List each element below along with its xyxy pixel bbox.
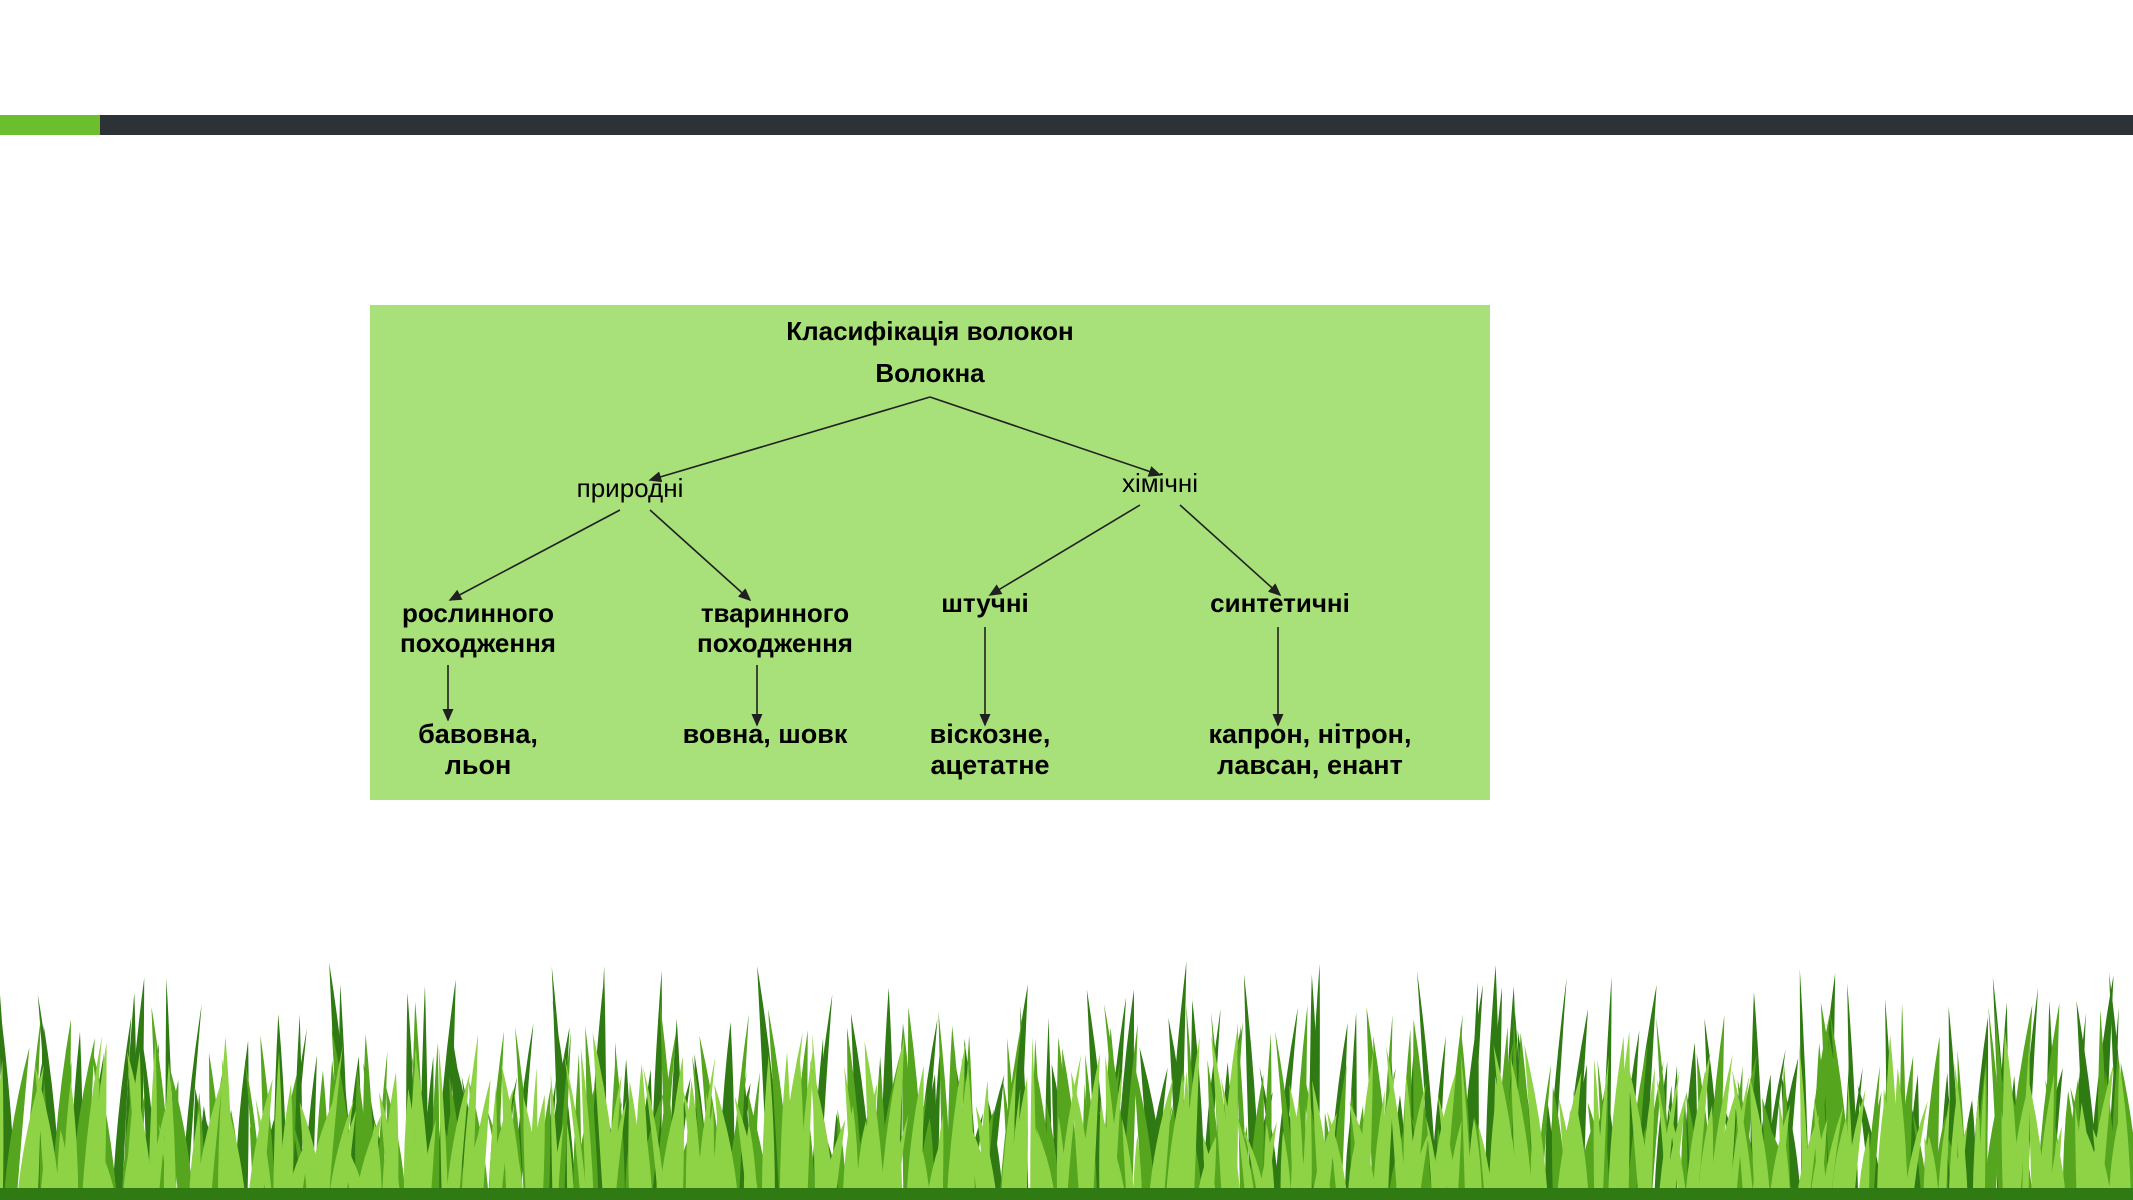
node-animal-examples: вовна, шовк: [645, 719, 885, 750]
top-accent-segment: [0, 115, 100, 135]
fiber-classification-diagram: Класифікація волокон Волокна природні хі…: [370, 305, 1490, 800]
node-artificial-examples: віскозне, ацетатне: [880, 719, 1100, 781]
node-plant-examples: бавовна, льон: [368, 719, 588, 781]
node-synthetic-examples: капрон, нітрон, лавсан, енант: [1170, 719, 1450, 781]
node-natural: природні: [530, 474, 730, 504]
top-dark-segment: [100, 115, 2133, 135]
node-plant: рослинного походження: [363, 599, 593, 659]
node-animal: тваринного походження: [660, 599, 890, 659]
diagram-title: Класифікація волокон: [730, 317, 1130, 347]
node-artificial: штучні: [910, 589, 1060, 619]
node-root: Волокна: [830, 359, 1030, 389]
node-synthetic: синтетичні: [1180, 589, 1380, 619]
node-chemical: хімічні: [1060, 469, 1260, 499]
top-accent-bar: [0, 115, 2133, 135]
grass-footer: [0, 940, 2133, 1200]
